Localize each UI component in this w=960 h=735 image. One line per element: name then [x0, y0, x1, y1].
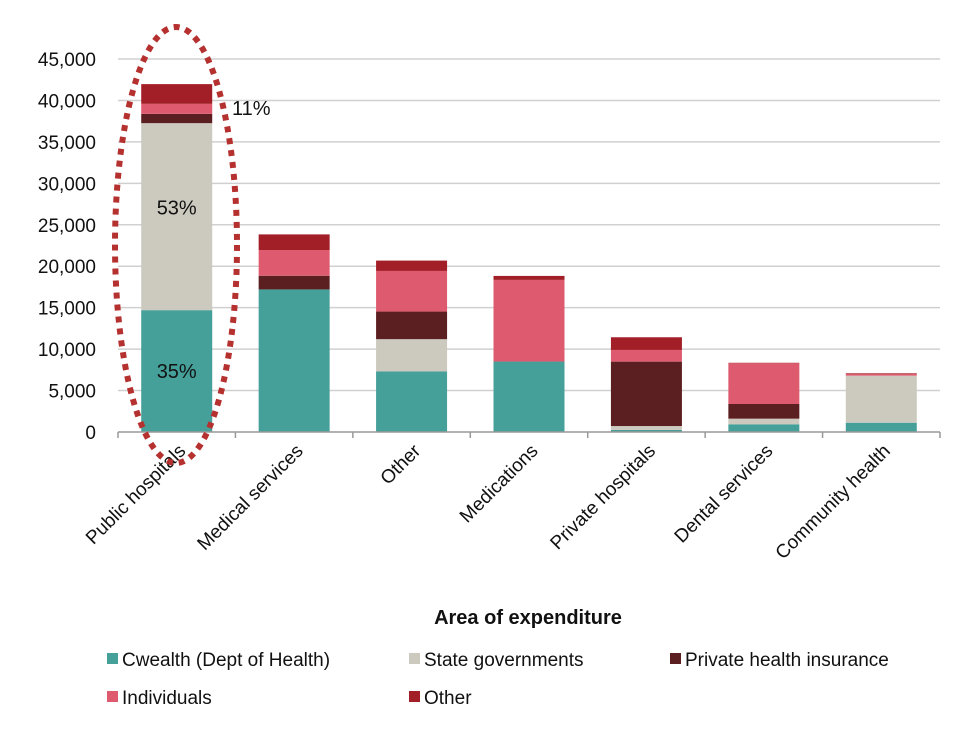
bar-segment	[376, 312, 447, 340]
bar-segment	[728, 404, 799, 419]
bar-segment	[376, 371, 447, 432]
legend-swatch	[670, 653, 681, 664]
legend-label: Private health insurance	[685, 650, 889, 671]
y-tick-label: 20,000	[38, 257, 96, 278]
bar-segment	[728, 419, 799, 425]
bar-segment	[259, 234, 330, 250]
bar-segment	[846, 376, 917, 423]
x-tick-label: Public hospitals	[82, 441, 190, 549]
bar-segment	[846, 373, 917, 374]
x-tick-label: Medications	[456, 441, 543, 528]
bar-segment	[846, 423, 917, 432]
bar-segment	[494, 362, 565, 432]
bar-segment	[846, 374, 917, 376]
legend-label: State governments	[424, 650, 583, 671]
legend-swatch	[107, 691, 118, 702]
bar-segment	[611, 426, 682, 430]
x-tick-label: Private hospitals	[547, 441, 660, 554]
legend-swatch	[107, 653, 118, 664]
bar-segment	[376, 261, 447, 271]
y-tick-label: 10,000	[38, 340, 96, 361]
bar-segment	[141, 104, 212, 114]
y-tick-label: 25,000	[38, 216, 96, 237]
bar-segment	[141, 84, 212, 104]
bar-segment	[259, 276, 330, 290]
annotation-label: 35%	[157, 361, 197, 383]
y-axis-ticks: 0 5,000 10,000 15,000 20,000 25,000 30,000 35,0…	[38, 50, 96, 444]
y-tick-label: 35,000	[38, 133, 96, 154]
legend-label: Other	[424, 688, 472, 709]
x-axis-title: Area of expenditure	[434, 607, 622, 629]
y-tick-label: 40,000	[38, 91, 96, 112]
legend-label: Cwealth (Dept of Health)	[122, 650, 330, 671]
bar-segment	[259, 250, 330, 276]
bar-segment	[141, 114, 212, 123]
x-tick-label: Dental services	[671, 441, 778, 548]
annotation-label: 53%	[157, 198, 197, 220]
legend: Cwealth (Dept of Health) State government…	[107, 650, 889, 709]
legend-swatch	[409, 691, 420, 702]
bar-segment	[611, 362, 682, 426]
y-tick-label: 15,000	[38, 299, 96, 320]
x-tick-label: Other	[377, 440, 426, 489]
bar-segment	[611, 350, 682, 362]
bar-segment	[611, 337, 682, 350]
x-tick-label: Community health	[772, 441, 895, 564]
legend-swatch	[409, 653, 420, 664]
bar-segment	[376, 339, 447, 371]
bar-segment	[494, 276, 565, 280]
annotation-label: 11%	[232, 98, 271, 120]
bar-segment	[728, 424, 799, 432]
y-tick-label: 5,000	[48, 382, 96, 403]
y-tick-label: 0	[85, 423, 96, 444]
y-tick-label: 30,000	[38, 174, 96, 195]
bar-segment	[259, 289, 330, 432]
y-tick-label: 45,000	[38, 50, 96, 71]
bar-segment	[494, 280, 565, 362]
legend-label: Individuals	[122, 688, 212, 709]
x-tick-label: Medical services	[194, 441, 308, 555]
bar-segment	[728, 363, 799, 404]
bars	[141, 84, 917, 432]
bar-segment	[376, 271, 447, 312]
